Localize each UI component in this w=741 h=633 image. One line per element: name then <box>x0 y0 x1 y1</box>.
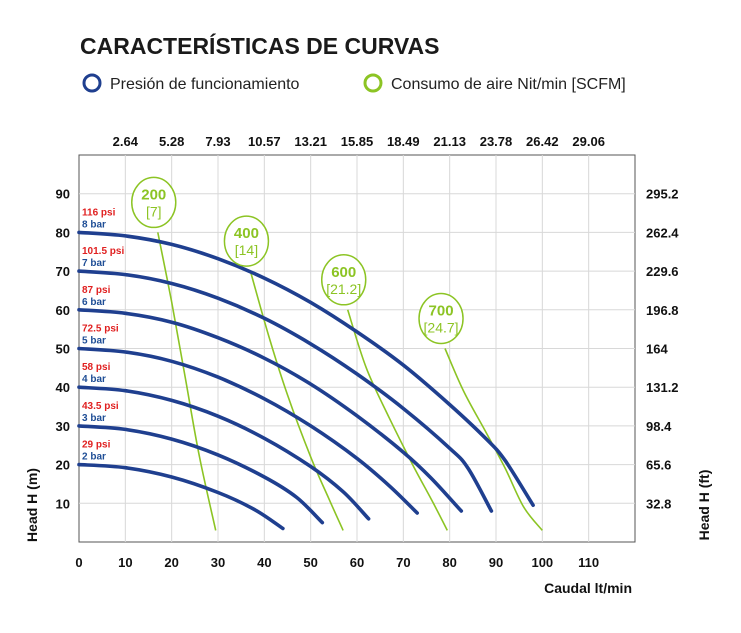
y-tick-label: 40 <box>56 380 70 395</box>
air-label-scfm: [7] <box>146 203 162 219</box>
pressure-curve-5-bar <box>77 346 419 515</box>
psi-label: 87 psi <box>82 285 111 296</box>
y-tick-label: 60 <box>56 303 70 318</box>
bar-label: 5 bar <box>82 336 106 347</box>
right-tick-label: 262.4 <box>646 225 679 240</box>
air-label-scfm: [21.2] <box>326 281 361 297</box>
air-label-bubble <box>418 292 464 345</box>
pressure-curve-6-bar <box>77 308 464 513</box>
top-tick-label: 23.78 <box>480 134 513 149</box>
psi-label: 101.5 psi <box>82 246 124 257</box>
y-tick-label: 80 <box>56 225 70 240</box>
psi-label: 72.5 psi <box>82 324 119 335</box>
air-curve-200 <box>157 232 217 531</box>
right-tick-label: 65.6 <box>646 458 671 473</box>
top-tick-label: 13.21 <box>294 134 327 149</box>
x-tick-label: 50 <box>303 555 317 570</box>
right-tick-label: 229.6 <box>646 264 679 279</box>
top-tick-label: 2.64 <box>113 134 139 149</box>
tick-labels: 0 10 20 30 40 50 60 70 80 90 100 110 10 20 30 40 50 60 70 8… <box>56 134 680 570</box>
y-tick-label: 90 <box>56 187 70 202</box>
psi-label: 58 psi <box>82 362 111 373</box>
pressure-curve-2-bar <box>77 462 285 531</box>
pressure-curve-7-bar <box>77 269 494 513</box>
air-label-value: 400 <box>234 225 259 242</box>
y-tick-label: 20 <box>56 458 70 473</box>
top-tick-label: 10.57 <box>248 134 281 149</box>
air-label-value: 600 <box>331 264 356 281</box>
x-tick-label: 30 <box>211 555 225 570</box>
x-tick-label: 110 <box>578 555 599 570</box>
air-label-bubble <box>223 215 270 267</box>
x-tick-label: 10 <box>118 555 132 570</box>
bar-label: 8 bar <box>82 219 106 230</box>
top-tick-label: 21.13 <box>433 134 466 149</box>
right-tick-label: 164 <box>646 342 668 357</box>
x-tick-label: 0 <box>75 555 82 570</box>
x-tick-label: 70 <box>396 555 410 570</box>
x-tick-label: 90 <box>489 555 503 570</box>
top-tick-label: 5.28 <box>159 134 184 149</box>
y-axis-title: Head H (m) <box>24 468 40 542</box>
x-tick-label: 40 <box>257 555 271 570</box>
right-tick-label: 295.2 <box>646 187 679 202</box>
air-label-scfm: [14] <box>235 242 258 258</box>
legend-pressure-label: Presión de funcionamiento <box>110 76 300 93</box>
top-tick-label: 26.42 <box>526 134 559 149</box>
bar-label: 7 bar <box>82 258 106 269</box>
chart-title: CARACTERÍSTICAS DE CURVAS <box>80 32 440 59</box>
air-label-value: 700 <box>429 303 454 320</box>
top-tick-label: 29.06 <box>572 134 605 149</box>
air-label-bubble <box>131 176 177 229</box>
bar-label: 6 bar <box>82 297 106 308</box>
right-tick-label: 32.8 <box>646 496 671 511</box>
pressure-curve-3-bar <box>77 424 325 525</box>
y-tick-label: 70 <box>56 264 70 279</box>
x-tick-label: 20 <box>164 555 178 570</box>
bar-label: 4 bar <box>82 374 106 385</box>
right-tick-label: 196.8 <box>646 303 679 318</box>
psi-label: 116 psi <box>82 207 116 218</box>
right-tick-label: 131.2 <box>646 380 679 395</box>
x-tick-label: 60 <box>350 555 364 570</box>
y-tick-label: 10 <box>56 496 70 511</box>
pressure-curve-4-bar <box>77 385 371 521</box>
air-curve-400 <box>249 270 344 531</box>
legend-air-label: Consumo de aire Nit/min [SCFM] <box>391 76 626 93</box>
y2-axis-title: Head H (ft) <box>696 470 712 541</box>
bar-label: 2 bar <box>82 452 106 463</box>
psi-label: 43.5 psi <box>82 401 119 412</box>
y-tick-label: 50 <box>56 342 70 357</box>
bar-label: 3 bar <box>82 413 106 424</box>
x-tick-label: 100 <box>531 555 553 570</box>
top-tick-label: 18.49 <box>387 134 420 149</box>
top-tick-label: 7.93 <box>205 134 230 149</box>
y-tick-label: 30 <box>56 419 70 434</box>
x-axis-title: Caudal lt/min <box>544 580 632 596</box>
psi-label: 29 psi <box>82 440 111 451</box>
top-tick-label: 15.85 <box>341 134 374 149</box>
air-label-value: 200 <box>141 186 166 203</box>
pressure-curves <box>77 230 535 531</box>
air-curve-600 <box>346 309 449 531</box>
x-tick-label: 80 <box>442 555 456 570</box>
right-tick-label: 98.4 <box>646 419 672 434</box>
pressure-curve-8-bar <box>77 230 535 507</box>
legend-air-marker <box>363 73 383 93</box>
legend-pressure-marker <box>82 73 102 93</box>
air-label-scfm: [24.7] <box>424 320 459 336</box>
air-label-bubble <box>320 254 367 306</box>
